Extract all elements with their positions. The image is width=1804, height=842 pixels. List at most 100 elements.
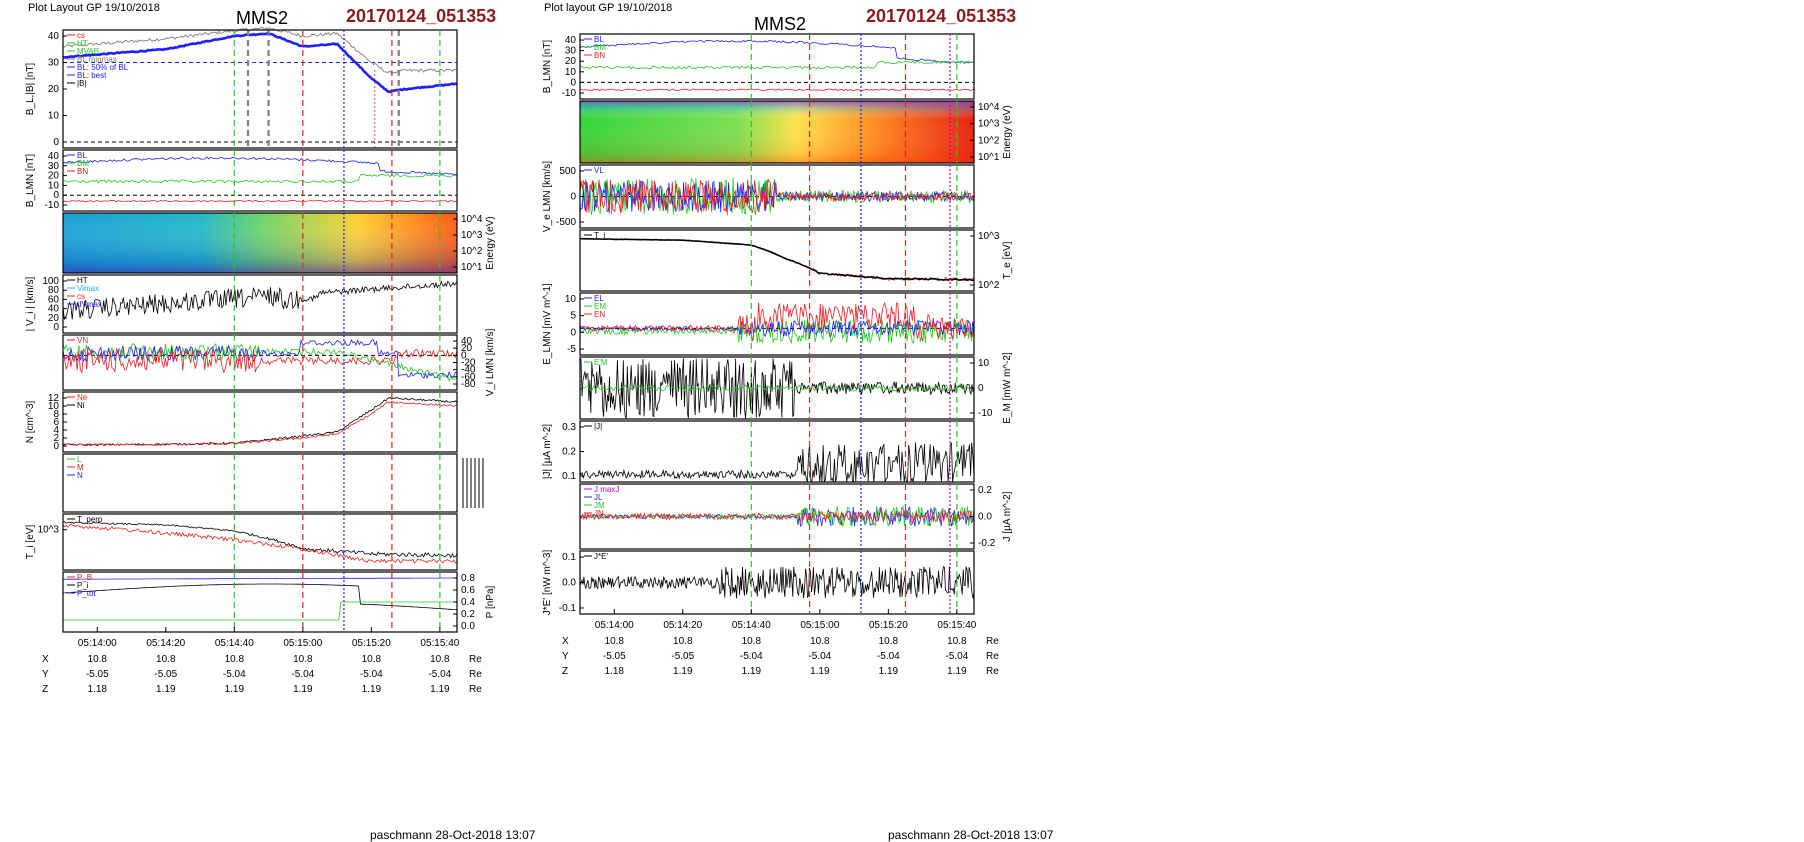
right-blmn-tick-left: 0	[570, 77, 576, 88]
left-vilmn-tick-right: -40	[461, 365, 476, 376]
left-vi-ylabel: | V_i | [km/s]	[25, 276, 36, 331]
right-em-legend-label: E'M	[594, 358, 608, 367]
left-n-legend-label: Ni	[77, 401, 85, 410]
right-e-spec-frame	[579, 100, 975, 164]
right-te-tick-right: 10^2	[978, 280, 1000, 291]
left-n-bg	[63, 392, 457, 452]
right-te-legend-label: T_i	[594, 231, 605, 240]
left-ephem-unit: Re	[469, 669, 482, 680]
right-spacecraft-title: MMS2	[754, 14, 807, 34]
left-ephem-value: 1.19	[225, 684, 245, 695]
left-panel-lmn-vec: LMN	[62, 453, 484, 513]
left-vi-tick-left: 80	[48, 285, 60, 296]
right-je-tick-left: 0.0	[562, 578, 576, 589]
left-ephem-value: -5.04	[360, 669, 383, 680]
right-ephem-value: 1.19	[810, 666, 830, 677]
left-ion-spec-tick-right: 10^2	[461, 246, 483, 257]
left-ephem-label: Y	[42, 669, 49, 680]
left-ephem-value: 10.8	[225, 654, 245, 665]
left-n-tick-left: 0	[53, 441, 59, 452]
right-blmn-legend-label: BL	[594, 35, 604, 44]
left-bl-legend-label: BL minmax	[77, 55, 117, 64]
left-panel-ion-spec: 10^4 10^3 10^2 10^1 Energy (eV)	[62, 212, 496, 274]
right-e-spec-tick-right: 10^2	[978, 135, 1000, 146]
left-bl-btot-line	[62, 26, 458, 75]
left-event-id: 20170124_051353	[346, 6, 497, 26]
left-n-tick-left: 8	[53, 409, 59, 420]
left-vilmn-vn-line	[62, 347, 458, 375]
right-e-spec-tick-right: 10^4	[978, 102, 1000, 113]
right-e-spec-tick-right: 10^1	[978, 152, 1000, 163]
right-elmn-bg	[580, 293, 974, 355]
left-ion-spec-ylabel-right: Energy (eV)	[485, 216, 496, 269]
right-elmn-tick-left: 5	[570, 311, 576, 322]
right-te-ti-line	[579, 237, 975, 282]
left-ephem-value: -5.05	[154, 669, 177, 680]
left-ephem-value: -5.04	[291, 669, 314, 680]
left-time-tick-label: 05:15:20	[352, 638, 391, 649]
left-footer: paschmann 28-Oct-2018 13:07	[370, 828, 536, 842]
left-vi-legend-label: Vimax	[77, 284, 99, 293]
left-time-tick-label: 05:15:40	[420, 638, 459, 649]
left-n-tick-left: 2	[53, 433, 59, 444]
right-footer: paschmann 28-Oct-2018 13:07	[888, 828, 1054, 842]
left-ephem-value: 10.8	[88, 654, 108, 665]
right-ephem-value: -5.04	[740, 651, 763, 662]
left-blmn-frame	[62, 149, 458, 212]
left-p-tick-right: 0.8	[461, 573, 475, 584]
right-velmn-legend-label: VL	[594, 166, 604, 175]
left-ti-legend-label: T_perp	[77, 515, 103, 524]
left-blmn-tick-left: 20	[48, 171, 60, 182]
left-bl-bl-line	[62, 31, 458, 94]
left-vilmn-ylabel-right: V_i LMN [km/s]	[485, 328, 496, 396]
left-blmn-tick-left: 30	[48, 161, 60, 172]
left-ephem-value: 1.19	[293, 684, 313, 695]
right-elmn-tick-left: 0	[570, 327, 576, 338]
left-bl-tick-left: 10	[48, 111, 60, 122]
left-ephem-value: 10.8	[430, 654, 450, 665]
left-n-legend-label: Ne	[77, 393, 88, 402]
right-ephem-value: -5.04	[808, 651, 831, 662]
right-time-tick-label: 05:14:00	[595, 620, 634, 631]
right-ephem-value: -5.04	[945, 651, 968, 662]
right-panel-j: 0.3 0.2 0.1 |J| [µA m^-2] |J|	[542, 420, 975, 484]
right-elmn-tick-left: 10	[565, 294, 577, 305]
right-blmn-tick-left: -10	[562, 88, 577, 99]
right-e-spectrogram-shade	[580, 101, 974, 163]
right-ephem-unit: Re	[986, 636, 999, 647]
left-lmn-vec-legend-label: L	[77, 455, 82, 464]
left-n-tick-left: 12	[48, 393, 60, 404]
left-lmn-vec-bg	[63, 454, 457, 512]
left-blmn-legend-label: BN	[77, 167, 88, 176]
left-ion-spec-tick-right: 10^3	[461, 230, 483, 241]
left-ephem-label: Z	[42, 684, 48, 695]
left-bl-legend-label: BL: best	[77, 71, 107, 80]
right-ephem-value: 1.19	[673, 666, 693, 677]
left-p-legend-label: P_tot	[77, 589, 96, 598]
left-p-tick-right: 0.4	[461, 597, 475, 608]
left-p-tick-right: 0.6	[461, 585, 475, 596]
right-velmn-tick-left: 0	[570, 192, 576, 203]
left-blmn-ylabel: B_LMN [nT]	[25, 154, 36, 208]
right-elmn-em-line	[579, 319, 975, 344]
right-je-legend-label: J*E'	[594, 552, 608, 561]
right-ephem-value: -5.05	[671, 651, 694, 662]
left-bl-tick-left: 20	[48, 84, 60, 95]
right-j-ylabel: |J| [µA m^-2]	[542, 424, 553, 479]
left-lmn-vec-legend-label: N	[77, 471, 83, 480]
left-time-tick-label: 05:14:20	[146, 638, 185, 649]
right-elmn-legend-label: EM	[594, 302, 606, 311]
right-jlmn-legend-label: JN	[594, 509, 604, 518]
left-vi-tick-left: 100	[42, 276, 59, 287]
left-vi-legend-label: dVmax	[77, 300, 102, 309]
right-ephem-value: 10.8	[742, 636, 762, 647]
left-header: Plot Layout GP 19/10/2018	[28, 2, 160, 14]
right-j-legend-label: |J|	[594, 422, 602, 431]
